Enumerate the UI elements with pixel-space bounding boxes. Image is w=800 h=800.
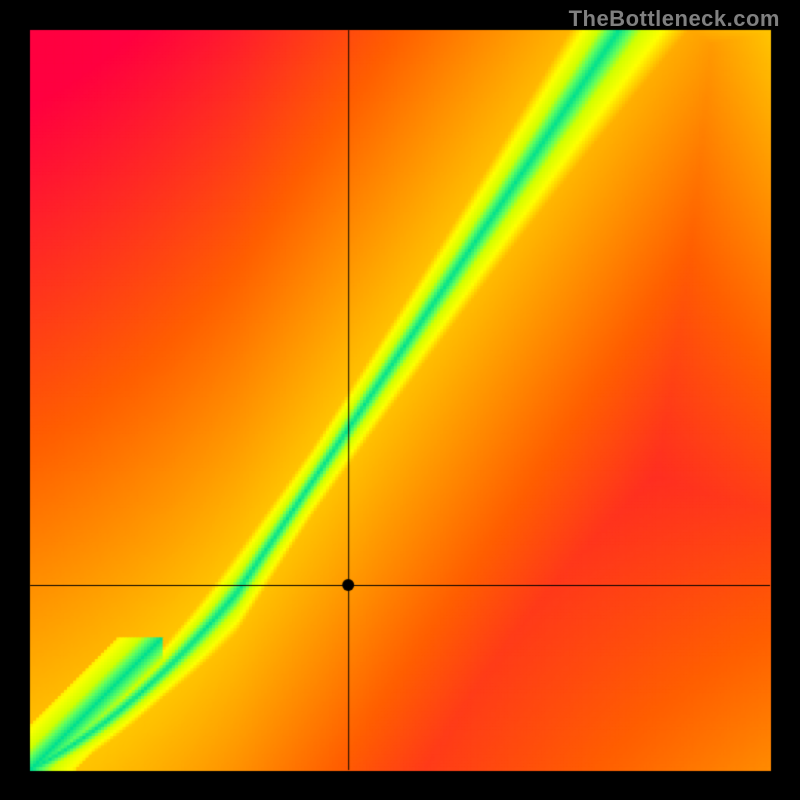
overlay-canvas <box>0 0 800 800</box>
chart-container: TheBottleneck.com <box>0 0 800 800</box>
watermark-text: TheBottleneck.com <box>569 6 780 32</box>
